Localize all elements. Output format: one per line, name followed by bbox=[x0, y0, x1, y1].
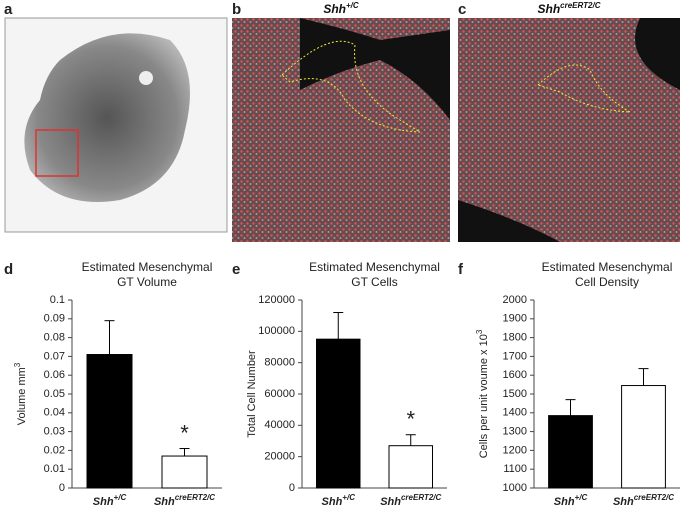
x-tick-label-part: Shh bbox=[322, 496, 343, 508]
panel-label: e bbox=[232, 261, 240, 278]
x-tick-label-part: +/C bbox=[342, 493, 355, 502]
y-tick-label: 1700 bbox=[503, 350, 527, 362]
chart-title: GT Cells bbox=[351, 275, 397, 289]
x-tick-label-part: creERT2/C bbox=[175, 493, 216, 502]
section-image bbox=[458, 18, 680, 242]
y-tick-label: 0.05 bbox=[44, 388, 65, 400]
y-tick-label: 40000 bbox=[264, 419, 295, 431]
annotation: * bbox=[406, 407, 415, 432]
y-tick-label: 1800 bbox=[503, 332, 527, 344]
y-tick-label: 0.04 bbox=[44, 407, 65, 419]
y-tick-label: 0 bbox=[59, 482, 65, 494]
bar bbox=[316, 338, 361, 489]
y-tick-label: 0.08 bbox=[44, 332, 65, 344]
y-tick-label: 1400 bbox=[503, 407, 527, 419]
y-axis-label-part: Cells per unit voume x 10 bbox=[478, 334, 490, 458]
y-axis-label: Cells per unit voume x 103 bbox=[475, 329, 490, 458]
bar bbox=[548, 415, 593, 489]
y-axis-label-part: Volume mm bbox=[16, 367, 28, 425]
x-tick-label: ShhcreERT2/C bbox=[380, 493, 441, 508]
y-axis-label-part: 3 bbox=[13, 362, 22, 367]
x-tick-label-part: creERT2/C bbox=[634, 493, 675, 502]
x-tick-label: Shh+/C bbox=[93, 493, 127, 508]
image-title-part: Shh bbox=[323, 2, 346, 16]
bar bbox=[86, 354, 133, 489]
x-tick-label-part: Shh bbox=[93, 496, 114, 508]
y-tick-label: 2000 bbox=[503, 294, 527, 306]
y-axis-label-part: 3 bbox=[475, 329, 484, 334]
image-title: Shh+/C bbox=[323, 1, 359, 17]
y-tick-label: 1900 bbox=[503, 313, 527, 325]
y-tick-label: 80000 bbox=[264, 357, 295, 369]
bar bbox=[388, 445, 433, 489]
y-axis-label: Volume mm3 bbox=[13, 362, 28, 425]
y-axis-label: Total Cell Number bbox=[246, 350, 258, 438]
x-tick-label-part: Shh bbox=[554, 496, 575, 508]
y-tick-label: 0.07 bbox=[44, 350, 65, 362]
x-tick-label: ShhcreERT2/C bbox=[613, 493, 674, 508]
y-tick-label: 1300 bbox=[503, 426, 527, 438]
x-tick-label-part: Shh bbox=[380, 496, 401, 508]
x-tick-label-part: creERT2/C bbox=[401, 493, 442, 502]
x-tick-label-part: +/C bbox=[575, 493, 588, 502]
chart-title: Estimated Mesenchymal bbox=[542, 260, 673, 274]
panel-label: d bbox=[4, 261, 13, 278]
x-tick-label: ShhcreERT2/C bbox=[154, 493, 215, 508]
y-tick-label: 1200 bbox=[503, 444, 527, 456]
image-title-part: creERT2/C bbox=[560, 1, 601, 10]
y-tick-label: 0.01 bbox=[44, 463, 65, 475]
x-tick-label-part: Shh bbox=[613, 496, 634, 508]
image-title-part: Shh bbox=[538, 2, 561, 16]
embryo-image bbox=[4, 17, 228, 233]
panel-label: a bbox=[4, 1, 13, 18]
y-tick-label: 20000 bbox=[264, 451, 295, 463]
section-image bbox=[232, 18, 450, 242]
chart-title: Cell Density bbox=[575, 275, 639, 289]
y-axis-label-part: Total Cell Number bbox=[246, 350, 258, 438]
y-tick-label: 0.03 bbox=[44, 426, 65, 438]
panel-label: f bbox=[458, 261, 464, 278]
image-title: ShhcreERT2/C bbox=[538, 1, 601, 17]
x-tick-label: Shh+/C bbox=[554, 493, 588, 508]
chart-title: Estimated Mesenchymal bbox=[82, 260, 213, 274]
bar bbox=[161, 455, 208, 489]
panel-label: b bbox=[232, 1, 241, 18]
y-tick-label: 1600 bbox=[503, 369, 527, 381]
bar bbox=[621, 385, 666, 489]
y-tick-label: 1000 bbox=[503, 482, 527, 494]
y-tick-label: 0.02 bbox=[44, 444, 65, 456]
x-tick-label-part: Shh bbox=[154, 496, 175, 508]
y-tick-label: 120000 bbox=[258, 294, 295, 306]
y-tick-label: 60000 bbox=[264, 388, 295, 400]
y-tick-label: 1500 bbox=[503, 388, 527, 400]
y-tick-label: 100000 bbox=[258, 325, 295, 337]
image-title-part: +/C bbox=[346, 1, 359, 10]
y-tick-label: 0 bbox=[289, 482, 295, 494]
y-tick-label: 0.1 bbox=[50, 294, 65, 306]
y-tick-label: 0.09 bbox=[44, 313, 65, 325]
panel-label: c bbox=[458, 1, 466, 18]
chart-title: GT Volume bbox=[117, 275, 177, 289]
y-tick-label: 1100 bbox=[503, 463, 527, 475]
y-tick-label: 0.06 bbox=[44, 369, 65, 381]
chart-title: Estimated Mesenchymal bbox=[309, 260, 440, 274]
annotation: * bbox=[180, 420, 189, 445]
x-tick-label-part: +/C bbox=[114, 493, 127, 502]
x-tick-label: Shh+/C bbox=[322, 493, 356, 508]
